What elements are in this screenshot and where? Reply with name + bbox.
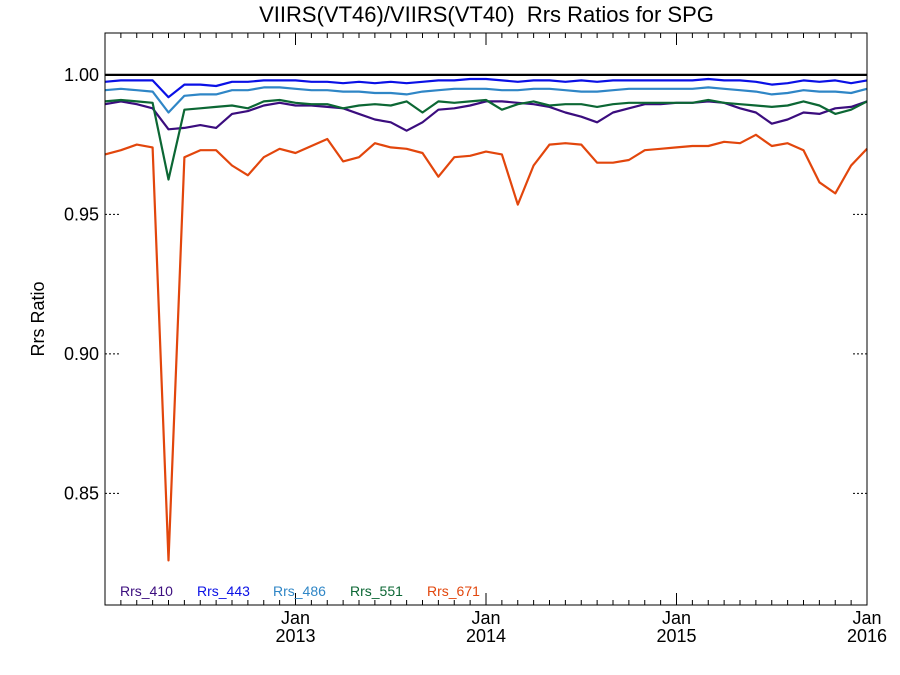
legend: Rrs_410 Rrs_443 Rrs_486 Rrs_551 Rrs_671 xyxy=(120,583,480,599)
legend-item-rrs-410: Rrs_410 xyxy=(120,583,173,599)
x-tick-label-year: 2016 xyxy=(847,626,887,646)
legend-item-rrs-486: Rrs_486 xyxy=(273,583,326,599)
y-axis-title: Rrs Ratio xyxy=(28,281,48,356)
legend-item-rrs-443: Rrs_443 xyxy=(197,583,250,599)
x-tick-label-year: 2013 xyxy=(275,626,315,646)
legend-item-rrs-671: Rrs_671 xyxy=(427,583,480,599)
axes xyxy=(104,32,868,606)
x-tick-label-year: 2015 xyxy=(656,626,696,646)
tick-marks xyxy=(105,33,867,605)
series-line-rrs-551 xyxy=(104,98,868,181)
y-tick-label: 0.90 xyxy=(64,344,99,364)
x-tick-label-month: Jan xyxy=(471,608,500,628)
legend-item-rrs-551: Rrs_551 xyxy=(350,583,403,599)
tick-labels: 0.850.900.951.00Jan2013Jan2014Jan2015Jan… xyxy=(28,65,887,646)
x-tick-label-month: Jan xyxy=(662,608,691,628)
series-line-rrs-486 xyxy=(104,86,868,114)
series-line-rrs-410 xyxy=(104,100,868,132)
x-tick-label-month: Jan xyxy=(281,608,310,628)
plot-frame xyxy=(104,32,868,606)
chart-title: VIIRS(VT46)/VIIRS(VT40) Rrs Ratios for S… xyxy=(259,2,714,27)
series-lines xyxy=(104,73,868,562)
y-tick-label: 0.85 xyxy=(64,483,99,503)
x-tick-label-month: Jan xyxy=(852,608,881,628)
y-tick-label: 0.95 xyxy=(64,204,99,224)
series-line-rrs-671 xyxy=(104,133,868,562)
x-tick-label-year: 2014 xyxy=(466,626,506,646)
series-line-rrs-443 xyxy=(104,77,868,99)
y-tick-label: 1.00 xyxy=(64,65,99,85)
